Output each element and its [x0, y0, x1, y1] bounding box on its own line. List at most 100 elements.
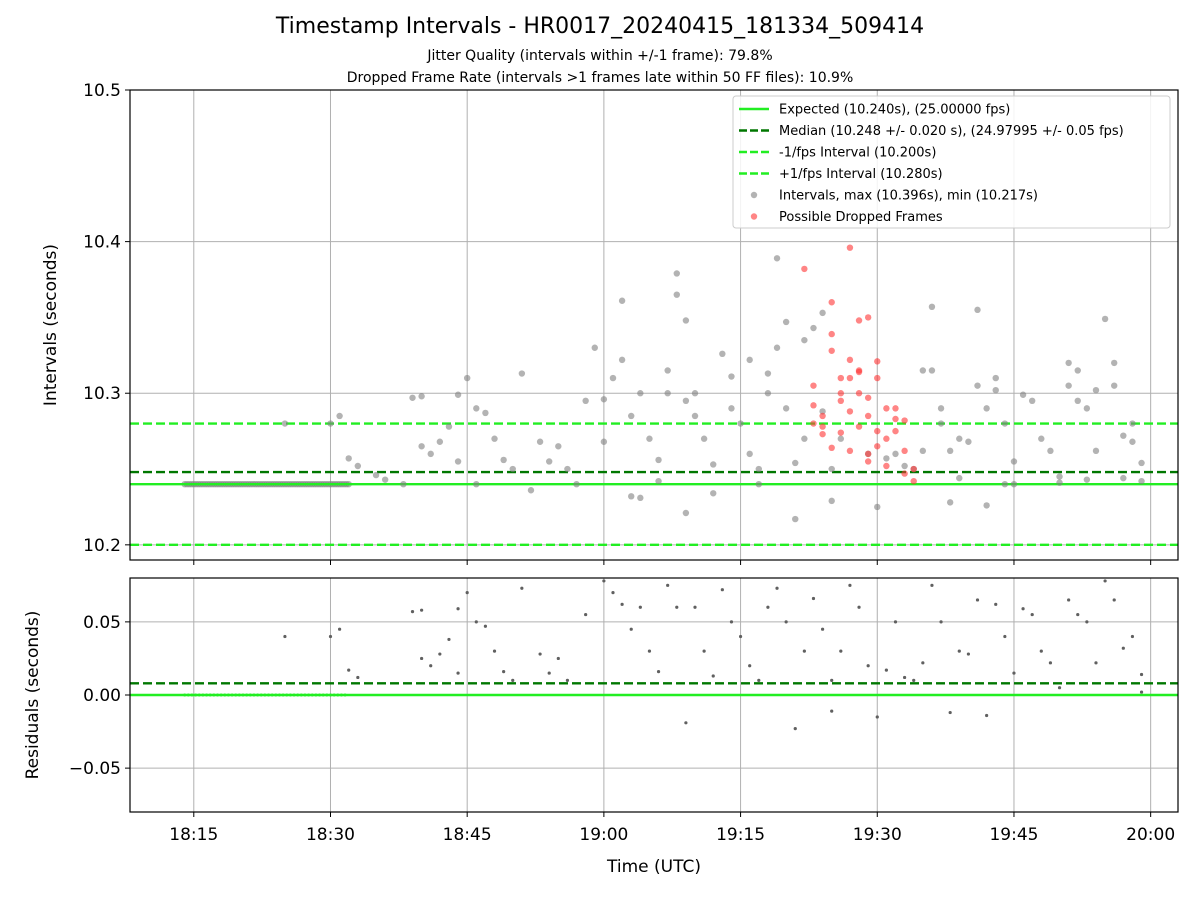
interval-point	[1001, 480, 1009, 488]
dropped-frame-point	[801, 265, 808, 273]
dropped-frame-point	[846, 374, 854, 382]
interval-point	[518, 370, 526, 377]
interval-point	[719, 350, 726, 358]
interval-point	[1028, 397, 1036, 405]
interval-point	[746, 356, 753, 364]
residual-point	[1003, 634, 1007, 639]
residual-point	[720, 588, 724, 592]
interval-point	[819, 309, 826, 317]
interval-point	[436, 438, 444, 445]
residual-point	[347, 668, 351, 672]
interval-point	[937, 420, 945, 427]
interval-point	[937, 405, 945, 412]
residual-point	[429, 664, 433, 668]
interval-point	[637, 390, 644, 397]
residual-point	[338, 627, 342, 631]
residual-point	[966, 652, 971, 656]
interval-point	[646, 435, 653, 442]
interval-point	[628, 412, 635, 420]
dropped-frame-point	[828, 347, 835, 354]
residual-point	[921, 661, 925, 665]
dropped-frame-point	[819, 412, 826, 420]
dropped-frame-point	[901, 470, 908, 477]
interval-point	[418, 393, 425, 400]
dropped-frame-point	[855, 423, 863, 430]
interval-point	[792, 459, 799, 467]
interval-point	[801, 336, 808, 344]
interval-point	[345, 455, 352, 462]
interval-point	[974, 306, 981, 314]
interval-point	[1019, 391, 1027, 398]
interval-point	[1010, 480, 1018, 488]
residual-point	[584, 612, 588, 617]
dropped-frame-point	[874, 443, 881, 450]
residual-point	[647, 649, 652, 653]
dropped-frame-point	[892, 427, 899, 435]
legend-label: Expected (10.240s), (25.00000 fps)	[779, 103, 1010, 118]
interval-point	[1038, 435, 1045, 442]
interval-point	[919, 447, 927, 455]
dropped-frame-subtitle: Dropped Frame Rate (intervals >1 frames …	[346, 70, 854, 86]
interval-point	[336, 412, 343, 420]
interval-point	[1074, 367, 1081, 374]
residual-point	[702, 649, 706, 653]
residual-point	[556, 656, 560, 661]
interval-point	[546, 458, 553, 465]
interval-point	[591, 344, 598, 351]
residual-point	[893, 620, 898, 624]
interval-point	[609, 374, 617, 382]
residual-point	[465, 591, 469, 595]
interval-point	[928, 303, 936, 311]
interval-point	[1129, 420, 1136, 427]
residual-point	[1039, 649, 1043, 653]
interval-point	[1111, 359, 1118, 367]
interval-point	[673, 270, 680, 277]
residual-point	[766, 605, 770, 609]
residual-point	[985, 713, 989, 718]
residual-point	[784, 620, 788, 624]
dropped-frame-point	[883, 435, 890, 442]
interval-point	[1074, 397, 1081, 405]
interval-point	[810, 324, 817, 332]
residual-point	[930, 583, 934, 587]
interval-point	[828, 497, 835, 505]
interval-point	[928, 367, 936, 374]
interval-point	[1138, 477, 1145, 485]
interval-point	[673, 291, 680, 298]
residual-point	[738, 634, 743, 639]
residual-point	[1139, 690, 1144, 694]
residual-point	[757, 678, 761, 682]
residual-point	[811, 596, 816, 601]
interval-point	[473, 405, 480, 412]
residual-point	[729, 620, 734, 624]
x-tick-label: 19:45	[989, 825, 1038, 845]
residual-point	[565, 678, 570, 682]
residual-point	[884, 668, 888, 672]
residual-point	[748, 664, 752, 668]
interval-point	[691, 412, 699, 420]
dropped-frame-point	[864, 394, 872, 401]
residual-point	[1085, 620, 1089, 624]
residual-point	[1130, 634, 1135, 639]
dropped-frame-point	[837, 374, 845, 382]
residual-point	[620, 602, 624, 606]
interval-point	[792, 515, 799, 523]
residual-point	[447, 637, 451, 642]
residual-point	[420, 608, 424, 612]
interval-point	[737, 420, 744, 427]
residual-point	[538, 652, 542, 656]
interval-point	[628, 493, 635, 500]
interval-point	[956, 435, 963, 442]
residual-point	[438, 652, 442, 656]
residual-point	[611, 591, 615, 595]
legend-dot-swatch	[750, 213, 758, 220]
dropped-frame-point	[846, 408, 854, 415]
interval-point	[1056, 479, 1063, 486]
residual-point	[711, 674, 715, 678]
interval-point	[700, 435, 708, 442]
interval-point	[883, 455, 890, 462]
residual-point	[1112, 598, 1116, 602]
residual-point	[839, 649, 843, 653]
